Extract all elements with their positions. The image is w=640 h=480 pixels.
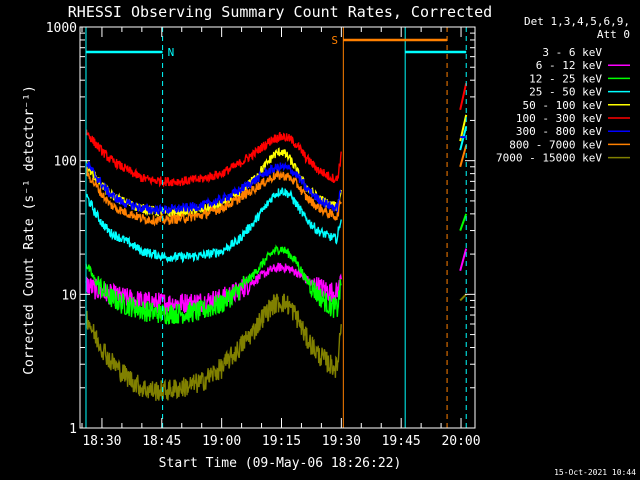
legend-label-8: 800 - 7000 keV <box>509 138 602 151</box>
timestamp: 15-Oct-2021 10:44 <box>554 468 636 477</box>
annotation-label-n: N <box>168 46 175 59</box>
series-line-4 <box>85 187 342 264</box>
legend-label-2: 6 - 12 keV <box>536 59 603 72</box>
x-tick-label-3: 19:15 <box>262 434 301 449</box>
series-line-3 <box>85 244 342 325</box>
series-segment-9 <box>459 293 467 302</box>
series-line-6 <box>85 129 342 188</box>
y-axis-label: Corrected Count Rate (s⁻¹ detector⁻¹) <box>22 85 37 375</box>
series-segment-3 <box>459 213 468 231</box>
legend-subtitle: Att 0 <box>597 28 630 41</box>
y-tick-label-10: 10 <box>61 288 77 303</box>
x-tick-label-6: 20:00 <box>441 434 480 449</box>
series-line-9 <box>85 293 342 401</box>
series-segment-2 <box>459 248 468 272</box>
x-tick-label-4: 19:30 <box>322 434 361 449</box>
chart-title: RHESSI Observing Summary Count Rates, Co… <box>68 3 492 21</box>
x-axis-label: Start Time (09-May-06 18:26:22) <box>159 456 402 471</box>
series-line-8 <box>85 166 342 227</box>
legend-title: Det 1,3,4,5,6,9, <box>524 15 630 28</box>
series-line-1 <box>85 327 342 428</box>
series-segment-8 <box>459 145 468 168</box>
x-tick-label-1: 18:45 <box>142 434 181 449</box>
axes: N S 1 10 100 1000 18:30 18:45 19:00 19:15 19:30 19:… <box>46 21 481 449</box>
series-segment-4 <box>459 126 468 151</box>
series-line-7 <box>85 160 342 216</box>
y-tick-label-100: 100 <box>54 155 77 170</box>
legend-label-5: 50 - 100 keV <box>523 99 603 112</box>
legend-label-9: 7000 - 15000 keV <box>496 152 602 165</box>
legend-label-3: 12 - 25 keV <box>529 72 602 85</box>
plot-frame <box>79 26 476 429</box>
y-tick-label-1: 1 <box>69 422 77 437</box>
series-segment-6 <box>459 82 468 111</box>
legend-label-6: 100 - 300 keV <box>516 112 602 125</box>
legend-label-4: 25 - 50 keV <box>529 86 602 99</box>
x-tick-label-2: 19:00 <box>202 434 241 449</box>
legend-label-1: 3 - 6 keV <box>542 46 602 59</box>
plot-area <box>85 27 468 428</box>
legend-label-7: 300 - 800 keV <box>516 125 602 138</box>
series-segment-1 <box>459 323 468 348</box>
x-tick-label-5: 19:45 <box>382 434 421 449</box>
y-tick-label-1000: 1000 <box>46 21 77 36</box>
annotation-label-s: S <box>331 34 338 47</box>
x-tick-label-0: 18:30 <box>82 434 121 449</box>
